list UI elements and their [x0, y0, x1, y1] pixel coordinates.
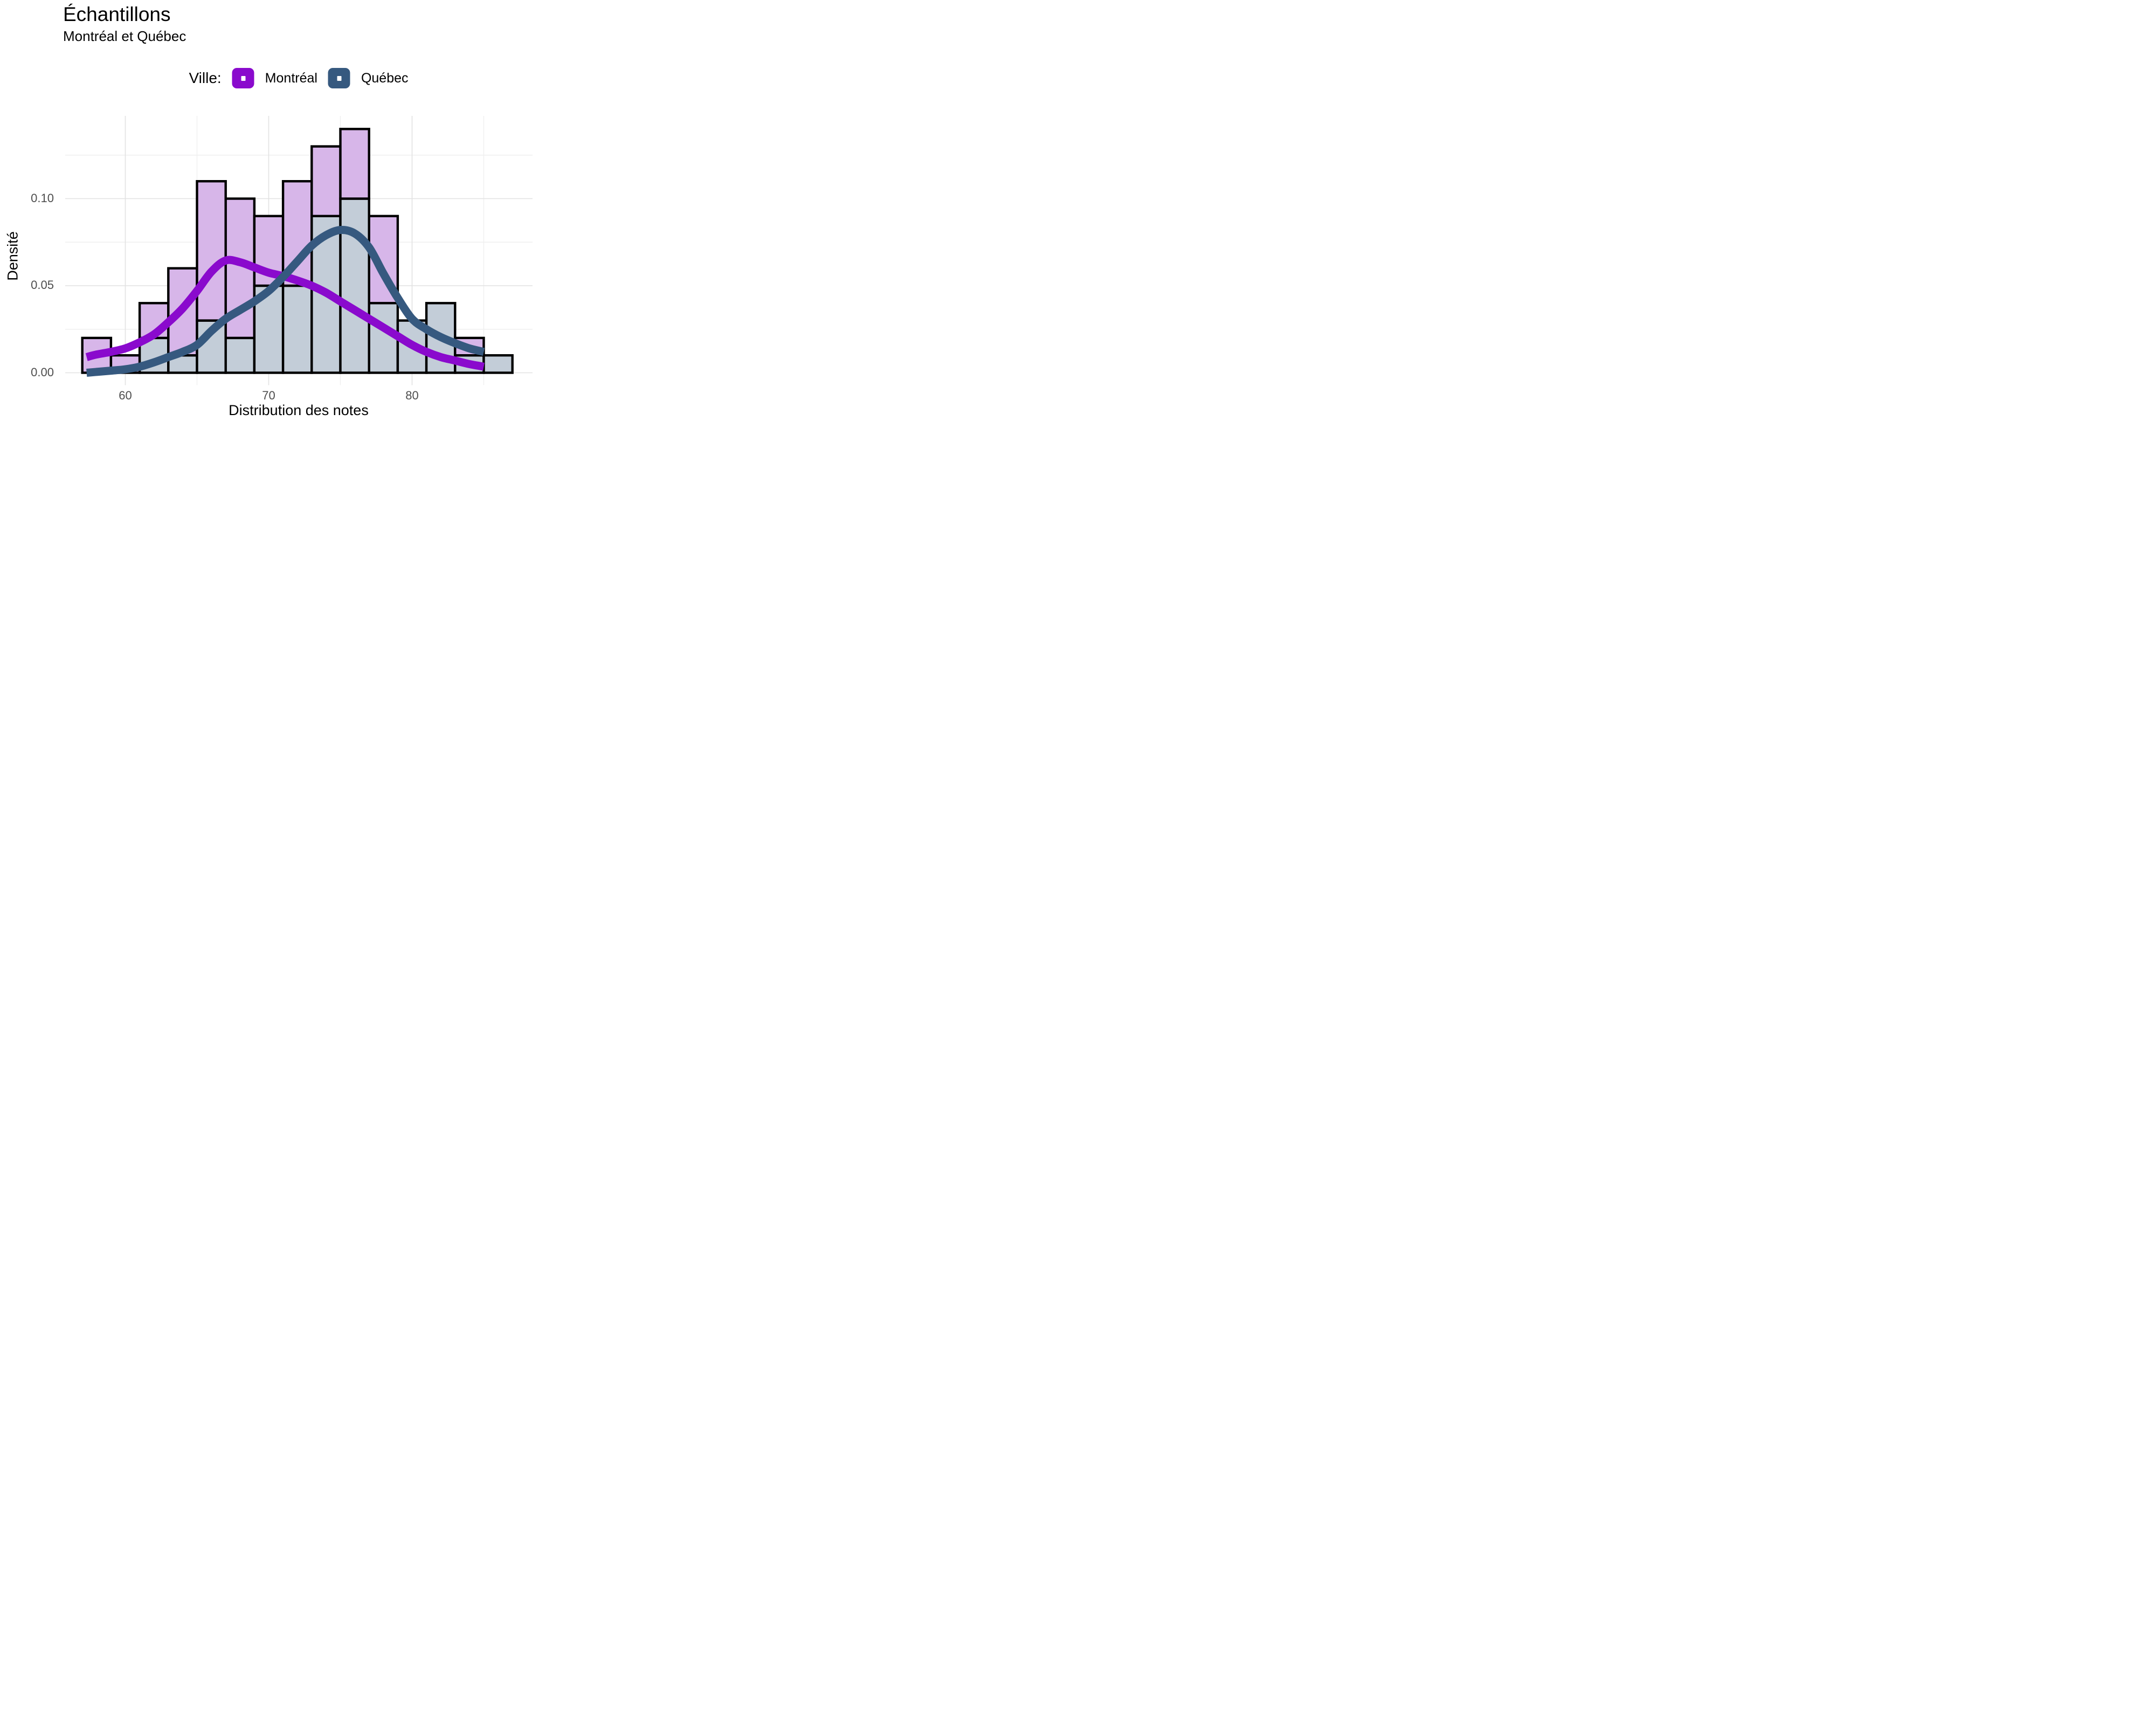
- chart-figure: Échantillons Montréal et Québec Ville: M…: [0, 0, 539, 431]
- legend-key-montreal-icon: [232, 68, 254, 88]
- bar-quebec: [339, 197, 370, 374]
- legend-title: Ville:: [189, 70, 222, 86]
- bar-quebec: [281, 284, 313, 374]
- x-tick-label-70: 70: [262, 389, 275, 402]
- density-curve-qubec: [86, 226, 485, 377]
- legend-key-quebec-icon: [328, 68, 350, 88]
- x-tick-label-60: 60: [119, 389, 132, 402]
- bar-montreal: [196, 180, 227, 322]
- bar-quebec: [224, 336, 256, 374]
- x-tick-label-80: 80: [405, 389, 419, 402]
- plot-title: Échantillons: [63, 3, 171, 25]
- legend-key-dot-icon: [337, 75, 342, 81]
- legend-label-montreal: Montréal: [265, 70, 317, 86]
- bar-quebec: [482, 354, 514, 374]
- legend-key-dot-icon: [241, 75, 246, 81]
- legend-label-quebec: Québec: [361, 70, 409, 86]
- x-axis-title: Distribution des notes: [229, 402, 369, 418]
- y-tick-label-0.00: 0.00: [31, 365, 54, 379]
- y-tick-label-0.05: 0.05: [31, 278, 54, 292]
- y-tick-label-0.10: 0.10: [31, 191, 54, 205]
- plot-panel: [65, 116, 533, 385]
- legend: Ville: Montréal Québec: [189, 68, 409, 88]
- plot-subtitle: Montréal et Québec: [63, 28, 186, 44]
- bar-montreal: [310, 145, 342, 218]
- bar-montreal: [339, 128, 370, 200]
- y-axis-title: Densité: [4, 231, 21, 281]
